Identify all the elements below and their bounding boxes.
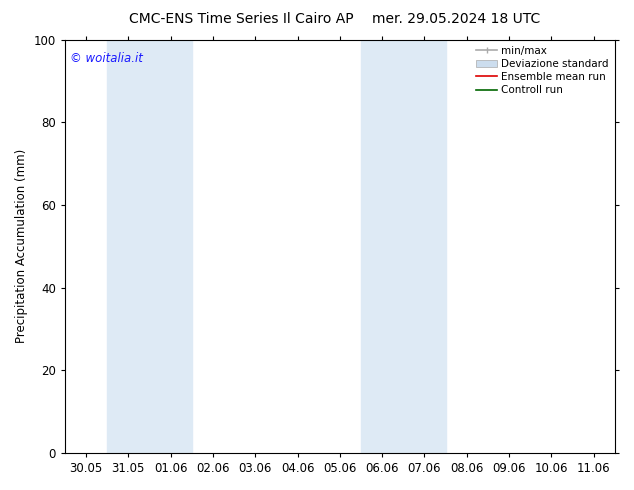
Text: CMC-ENS Time Series Il Cairo AP: CMC-ENS Time Series Il Cairo AP	[129, 12, 353, 26]
Bar	[403, 40, 446, 453]
Bar	[107, 40, 150, 453]
Text: mer. 29.05.2024 18 UTC: mer. 29.05.2024 18 UTC	[372, 12, 541, 26]
Text: © woitalia.it: © woitalia.it	[70, 52, 143, 65]
Legend: min/max, Deviazione standard, Ensemble mean run, Controll run: min/max, Deviazione standard, Ensemble m…	[472, 42, 612, 99]
Bar	[361, 40, 403, 453]
Y-axis label: Precipitation Accumulation (mm): Precipitation Accumulation (mm)	[15, 149, 28, 343]
Bar	[150, 40, 191, 453]
